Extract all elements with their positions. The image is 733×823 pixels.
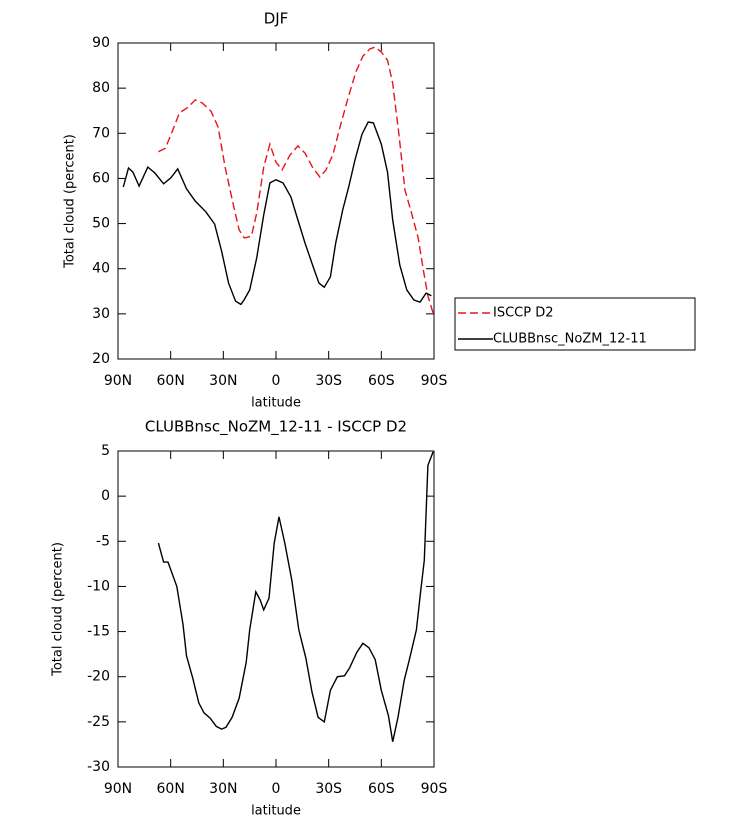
legend-label: CLUBBnsc_NoZM_12-11 (493, 332, 647, 347)
legend-label: ISCCP D2 (493, 306, 554, 321)
chart-title: CLUBBnsc_NoZM_12-11 - ISCCP D2 (145, 418, 407, 437)
y-tick-label: -25 (87, 714, 110, 730)
chart-title: DJF (264, 10, 289, 28)
y-tick-label: -20 (87, 669, 110, 685)
x-tick-label: 30N (209, 373, 237, 389)
x-tick-label: 90S (421, 373, 448, 389)
plot-frame (117, 450, 435, 768)
y-tick-label: 80 (92, 80, 110, 96)
y-tick-label: 0 (101, 488, 110, 504)
x-tick-label: 90S (421, 781, 448, 797)
y-tick-label: -15 (87, 624, 110, 640)
x-tick-label: 0 (272, 373, 281, 389)
x-tick-label: 0 (272, 781, 281, 797)
x-tick-label: 60N (157, 781, 185, 797)
x-tick-label: 30S (315, 781, 342, 797)
y-tick-label: 40 (92, 261, 110, 277)
y-tick-label: -30 (87, 759, 110, 775)
plot-frame (117, 42, 435, 360)
y-tick-label: 60 (92, 170, 110, 186)
y-tick-label: 20 (92, 351, 110, 367)
data-line (158, 46, 435, 317)
x-tick-label: 60S (368, 781, 395, 797)
y-tick-label: 70 (92, 125, 110, 141)
y-tick-label: 5 (101, 443, 110, 459)
x-tick-label: 90N (104, 781, 132, 797)
y-axis-label: Total cloud (percent) (51, 542, 66, 677)
y-axis-label: Total cloud (percent) (63, 134, 78, 269)
y-tick-label: 30 (92, 306, 110, 322)
y-tick-label: 50 (92, 216, 110, 232)
data-line (122, 121, 432, 306)
legend-box (454, 297, 696, 351)
x-tick-label: 30S (315, 373, 342, 389)
y-tick-label: -5 (96, 533, 110, 549)
x-tick-label: 90N (104, 373, 132, 389)
data-line (157, 451, 434, 742)
y-tick-label: 90 (92, 35, 110, 51)
x-axis-label: latitude (251, 396, 301, 411)
x-tick-label: 30N (209, 781, 237, 797)
x-axis-label: latitude (251, 804, 301, 819)
x-tick-label: 60N (157, 373, 185, 389)
y-tick-label: -10 (87, 578, 110, 594)
x-tick-label: 60S (368, 373, 395, 389)
